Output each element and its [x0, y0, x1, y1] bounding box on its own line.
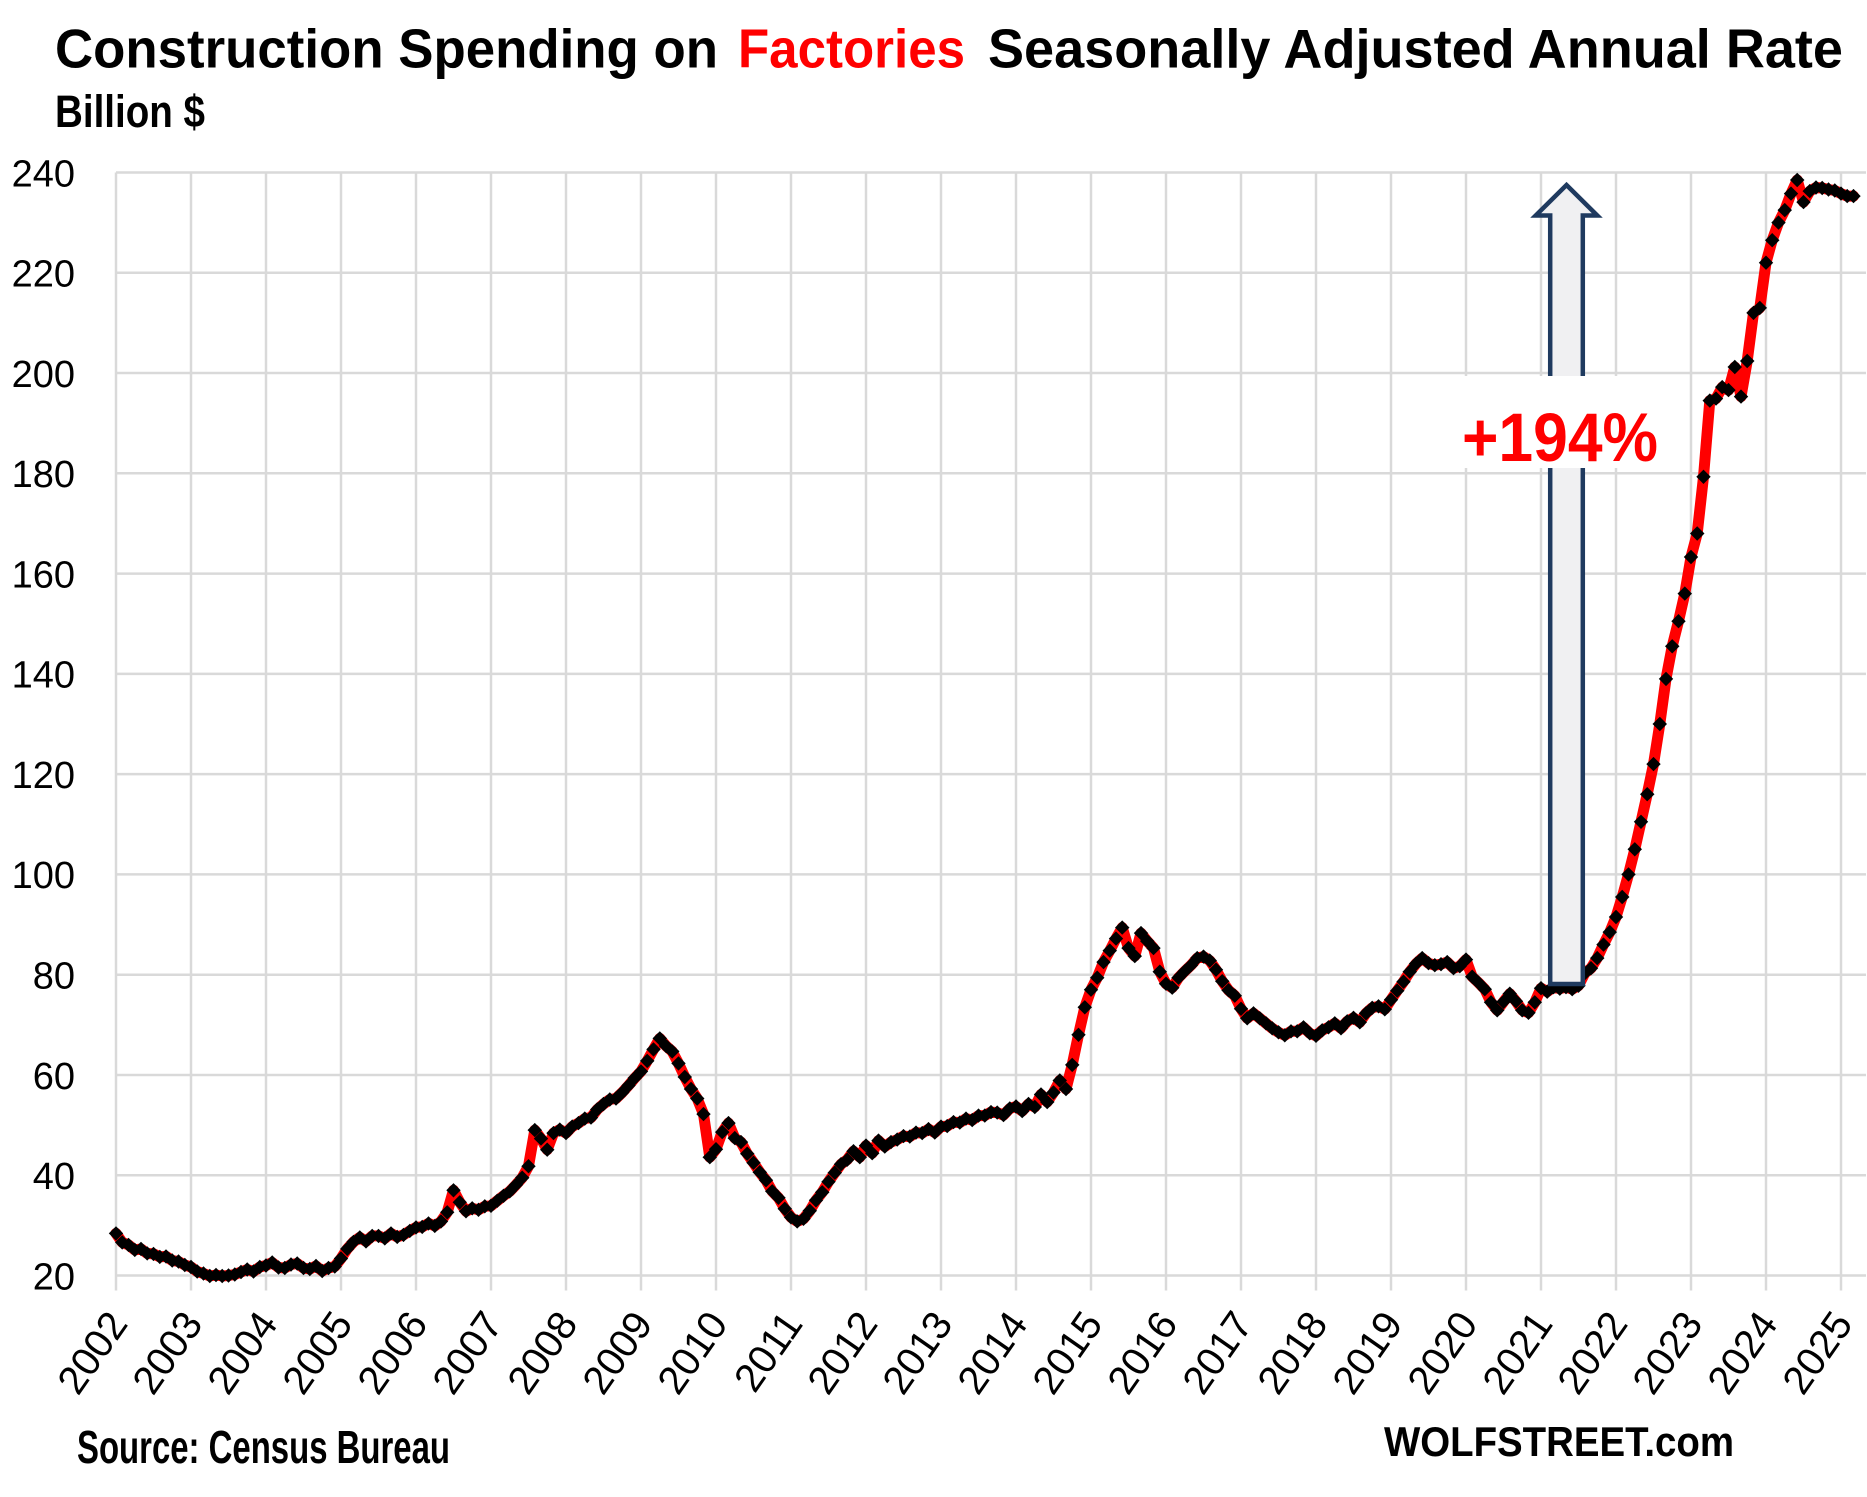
svg-text:WOLFSTREET.com: WOLFSTREET.com [1384, 1418, 1734, 1465]
svg-text:Source: Census Bureau: Source: Census Bureau [77, 1421, 450, 1473]
svg-text:200: 200 [12, 354, 75, 396]
svg-text:20: 20 [33, 1256, 75, 1298]
svg-text:180: 180 [12, 454, 75, 496]
svg-text:Billion $: Billion $ [55, 86, 205, 137]
svg-text:40: 40 [33, 1156, 75, 1198]
svg-text:Factories: Factories [738, 18, 965, 80]
svg-text:Seasonally Adjusted Annual Rat: Seasonally Adjusted Annual Rate [988, 18, 1843, 80]
svg-text:80: 80 [33, 956, 75, 998]
svg-text:160: 160 [12, 554, 75, 596]
svg-text:Construction Spending on: Construction Spending on [55, 18, 718, 80]
svg-text:60: 60 [33, 1056, 75, 1098]
svg-text:120: 120 [12, 755, 75, 797]
svg-text:+194%: +194% [1462, 399, 1658, 476]
svg-text:140: 140 [12, 655, 75, 697]
svg-text:100: 100 [12, 855, 75, 897]
svg-text:240: 240 [12, 153, 75, 195]
svg-text:220: 220 [12, 254, 75, 296]
